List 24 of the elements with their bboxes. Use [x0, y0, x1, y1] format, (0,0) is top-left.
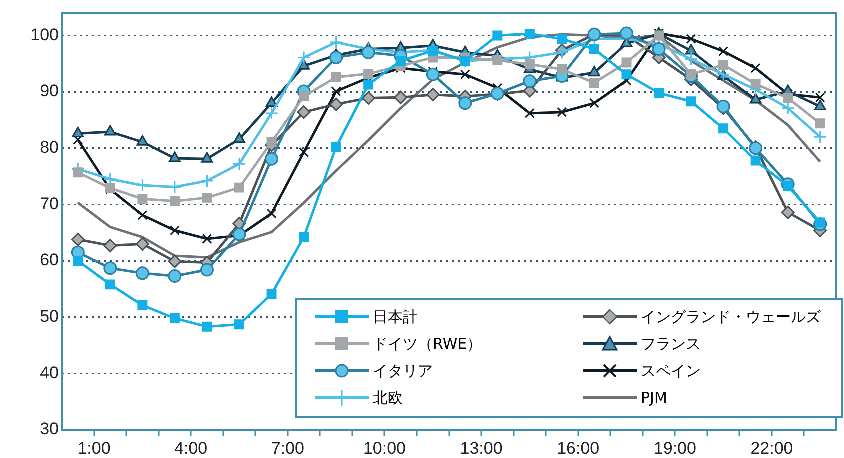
y-tick-label: 80: [40, 138, 59, 158]
legend-label: イングランド・ウェールズ: [641, 308, 821, 326]
x-tick-label: 10:00: [363, 438, 406, 458]
x-tick-label: 13:00: [460, 438, 503, 458]
legend-label: PJM: [641, 389, 668, 407]
legend-label: 北欧: [373, 388, 403, 408]
y-tick-label: 40: [40, 363, 59, 382]
legend-label: 日本計: [373, 308, 418, 326]
x-tick-label: 22:00: [750, 438, 794, 458]
x-tick-label: 19:00: [654, 438, 696, 458]
legend-label: イタリア: [373, 362, 433, 380]
y-tick-label: 70: [40, 194, 59, 214]
y-tick-label: 100: [30, 25, 59, 44]
x-tick-label: 4:00: [174, 438, 208, 458]
y-tick-label: 50: [40, 307, 59, 326]
x-tick-label: 16:00: [557, 438, 600, 458]
y-tick-label: 90: [40, 82, 59, 101]
y-tick-label: 60: [40, 250, 59, 270]
legend-label: スペイン: [641, 362, 701, 380]
x-tick-label: 7:00: [271, 438, 304, 458]
x-tick-label: 1:00: [78, 438, 111, 458]
legend-label: ドイツ（RWE）: [373, 334, 482, 354]
y-tick-label: 30: [40, 420, 59, 439]
legend-label: フランス: [641, 334, 701, 354]
